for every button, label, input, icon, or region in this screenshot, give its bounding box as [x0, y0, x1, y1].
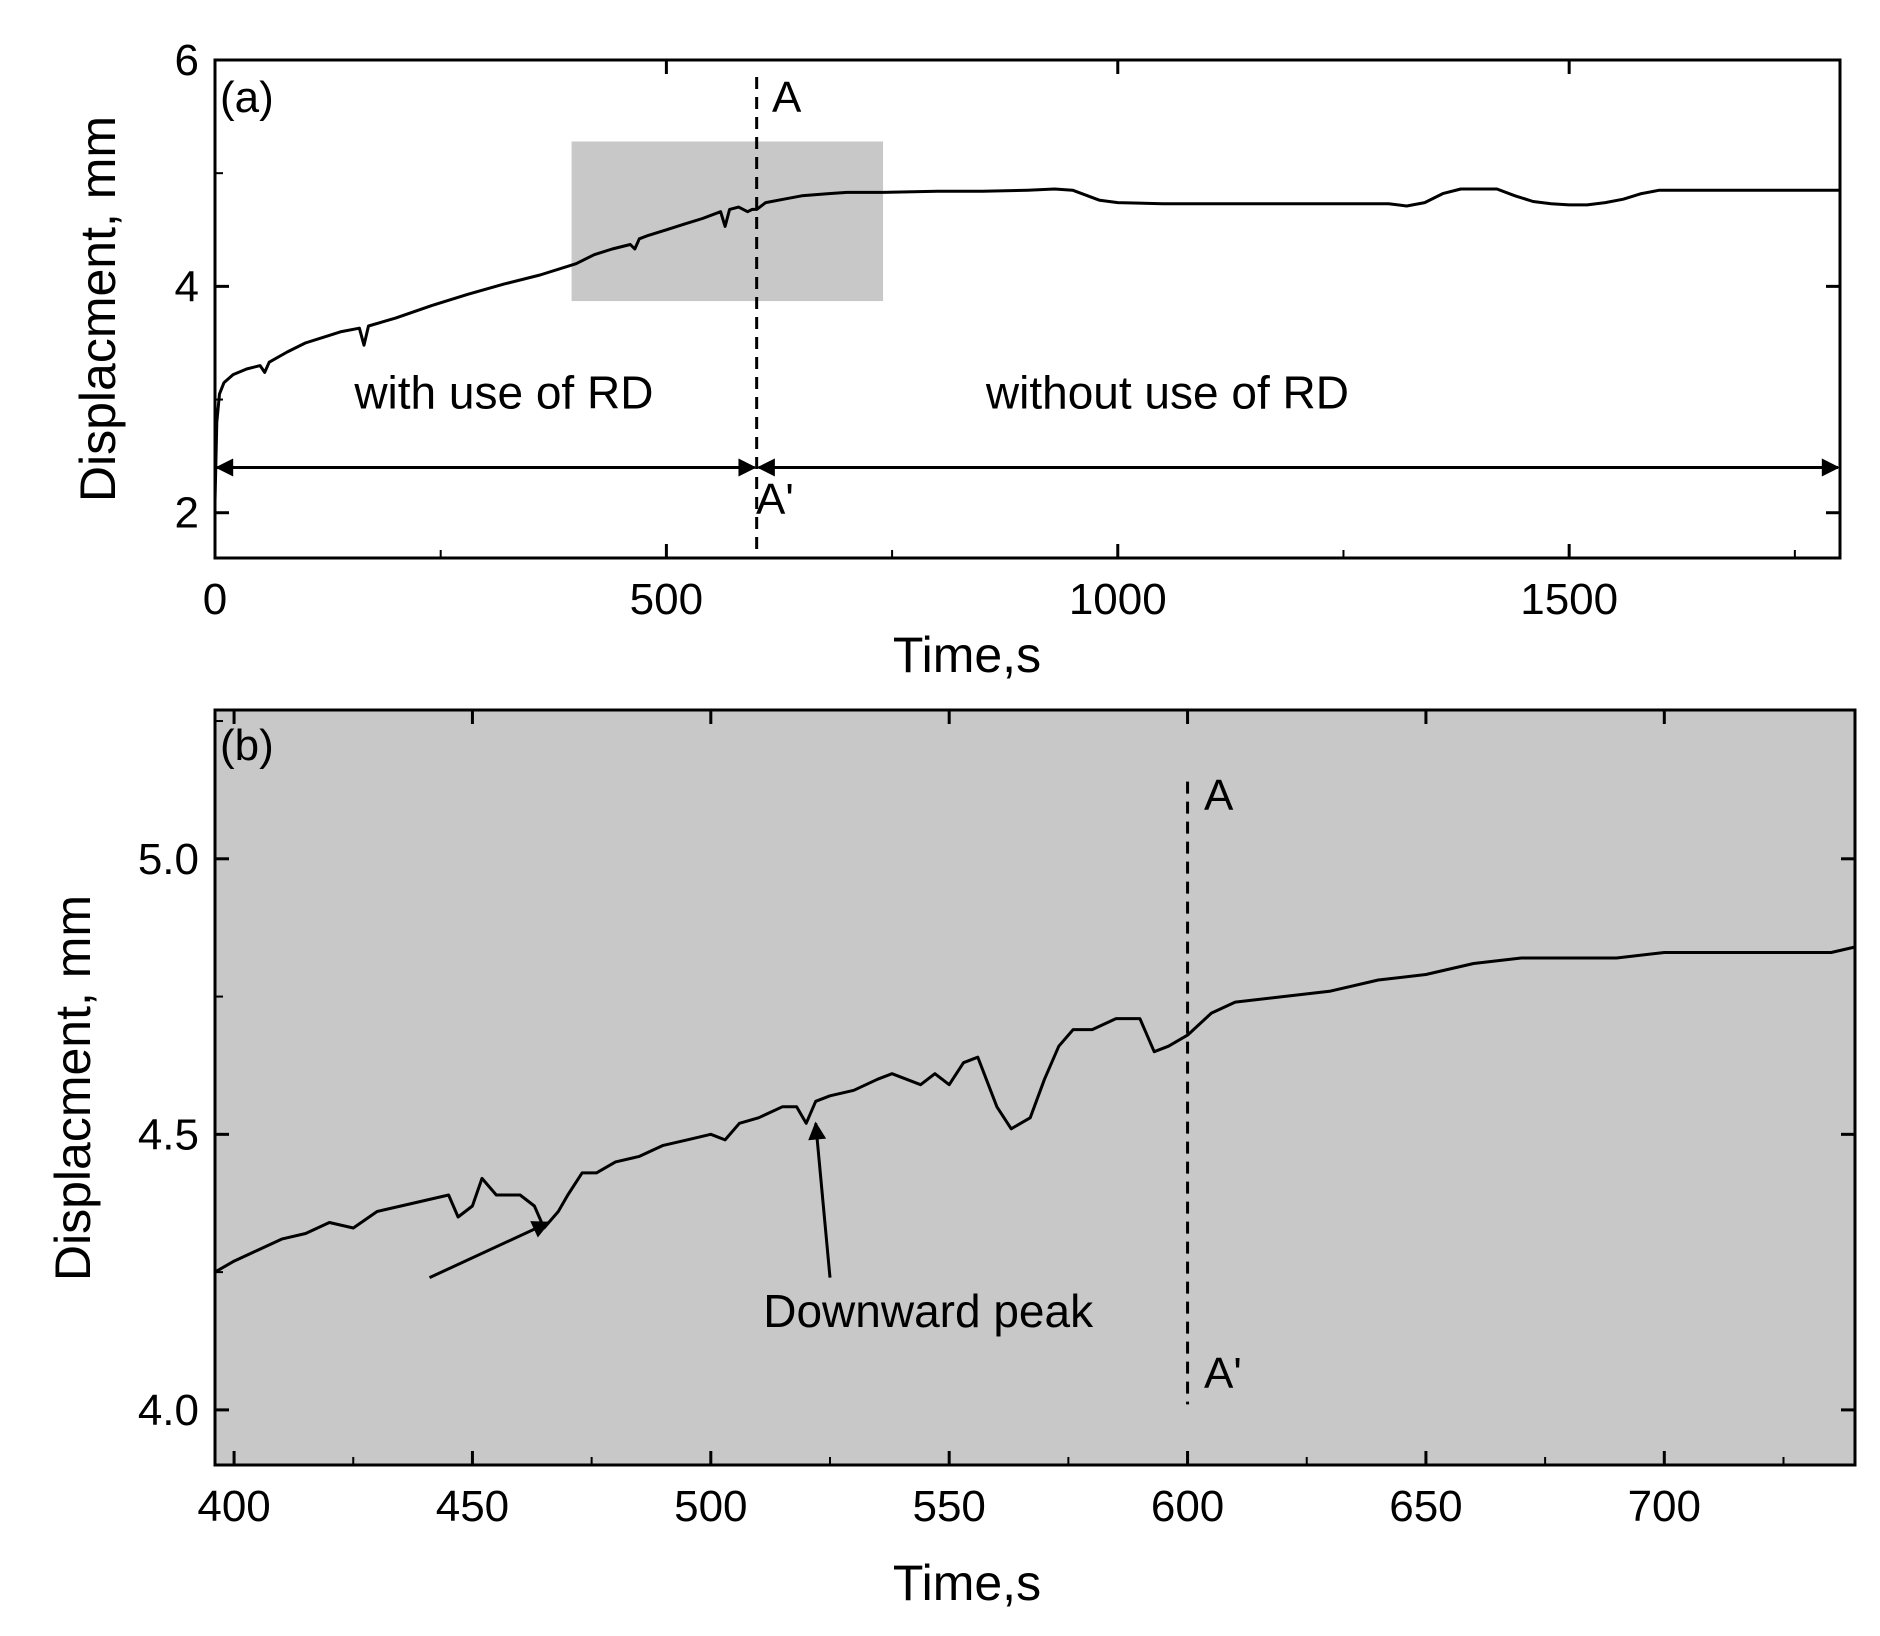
- x-tick-label: 400: [197, 1482, 270, 1531]
- annotation-arrow: [428, 1221, 551, 1279]
- annotation-arrow: [808, 1121, 832, 1278]
- data-series: [213, 187, 1840, 502]
- vline-bottom-label: A': [1204, 1349, 1242, 1398]
- x-axis-title: Time,s: [893, 627, 1041, 683]
- plot-frame: [213, 58, 1842, 560]
- x-tick-label: 1500: [1520, 575, 1618, 624]
- x-tick-label: 550: [912, 1482, 985, 1531]
- vline-top-label: A: [1204, 771, 1234, 820]
- axis-ticks: 400 450 500 550 600 650 700 4.0 4.5 5.0: [138, 710, 1855, 1531]
- series-line: [213, 187, 1840, 502]
- axis-ticks: 0 500 1000 1500 2 4 6: [175, 36, 1840, 624]
- region-label-right: without use of RD: [985, 367, 1349, 419]
- vline-bottom-label: A': [756, 475, 794, 524]
- x-tick-label: 450: [436, 1482, 509, 1531]
- y-tick-label: 6: [175, 36, 199, 85]
- x-tick-label: 500: [630, 575, 703, 624]
- x-tick-label: 500: [674, 1482, 747, 1531]
- x-tick-label: 0: [203, 575, 227, 624]
- plot-background: [215, 710, 1855, 1465]
- panel-label: (a): [220, 73, 274, 122]
- annotation-arrows: [428, 1121, 832, 1279]
- vline-top-label: A: [772, 73, 802, 122]
- panel-label: (b): [220, 721, 274, 770]
- x-tick-label: 600: [1151, 1482, 1224, 1531]
- y-tick-label: 5.0: [138, 835, 199, 884]
- y-tick-label: 2: [175, 489, 199, 538]
- y-tick-label: 4.0: [138, 1386, 199, 1435]
- x-tick-label: 1000: [1069, 575, 1167, 624]
- region-label-left: with use of RD: [353, 367, 653, 419]
- y-axis-title: Displacment, mm: [70, 116, 126, 502]
- y-tick-label: 4.5: [138, 1110, 199, 1159]
- plot-frame: [213, 708, 1857, 1467]
- x-tick-label: 700: [1628, 1482, 1701, 1531]
- data-series: [214, 945, 1856, 1274]
- x-tick-label: 650: [1389, 1482, 1462, 1531]
- annotation-label: Downward peak: [763, 1285, 1094, 1337]
- x-axis-title: Time,s: [893, 1555, 1041, 1611]
- y-axis-title: Displacment, mm: [45, 895, 101, 1281]
- series-line: [214, 945, 1856, 1274]
- y-tick-label: 4: [175, 262, 199, 311]
